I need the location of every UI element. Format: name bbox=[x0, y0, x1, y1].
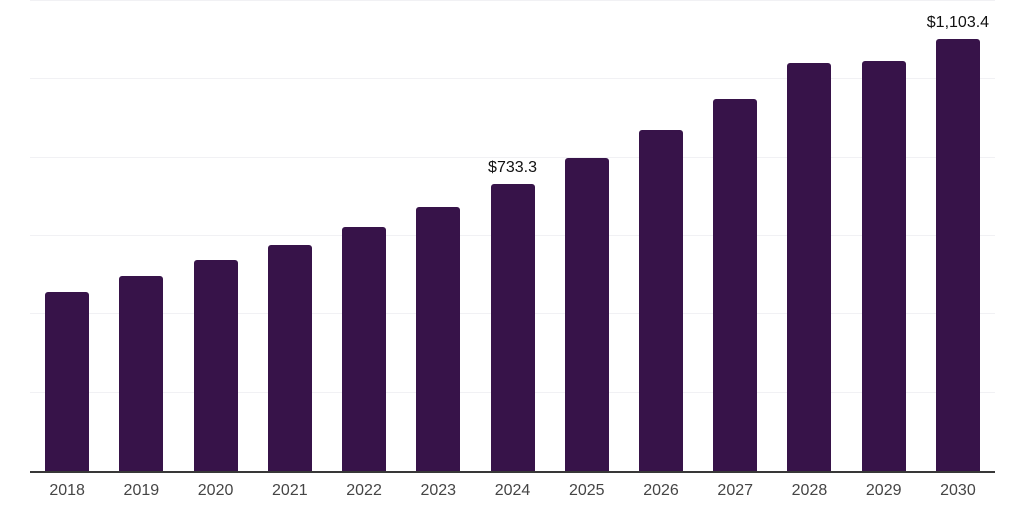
bar-value-label-2030: $1,103.4 bbox=[926, 13, 990, 31]
x-tick-2024: 2024 bbox=[494, 482, 531, 499]
x-tick-2025: 2025 bbox=[568, 482, 605, 499]
x-tick-2021: 2021 bbox=[272, 482, 308, 499]
bar-value-label-2024: $733.3 bbox=[488, 158, 537, 176]
bar-2021 bbox=[267, 244, 312, 471]
bar-column-2026 bbox=[624, 0, 698, 471]
bar-column-2019 bbox=[104, 0, 178, 471]
x-tick-2029: 2029 bbox=[865, 482, 902, 499]
bar-2023 bbox=[416, 206, 461, 471]
bar-2029 bbox=[861, 60, 906, 471]
bar-2024 bbox=[490, 183, 535, 471]
x-tick-2019: 2019 bbox=[123, 482, 160, 499]
gridline bbox=[30, 78, 995, 80]
bar-column-2018 bbox=[30, 0, 104, 471]
bar-2030 bbox=[935, 38, 980, 471]
x-tick-2018: 2018 bbox=[49, 482, 85, 499]
x-tick-2028: 2028 bbox=[791, 482, 828, 499]
bar-column-2027 bbox=[698, 0, 772, 471]
x-tick-2023: 2023 bbox=[420, 482, 457, 499]
bar-column-2030: $1,103.4 bbox=[921, 0, 995, 471]
x-tick-2030: 2030 bbox=[940, 482, 976, 499]
gridline bbox=[30, 156, 995, 158]
bars-row: $733.3 $1,103.4 bbox=[30, 0, 995, 471]
x-axis-labels: 2018 2019 2020 2021 2022 2023 2024 2025 2026 2027… bbox=[30, 482, 995, 500]
bar-column-2024: $733.3 bbox=[475, 0, 549, 471]
bar-2027 bbox=[713, 99, 758, 471]
bar-2025 bbox=[564, 157, 609, 471]
bar-2022 bbox=[342, 226, 387, 471]
bar-2026 bbox=[638, 130, 683, 471]
bar-2020 bbox=[193, 259, 238, 471]
bar-column-2029 bbox=[847, 0, 921, 471]
bar-column-2025 bbox=[550, 0, 624, 471]
bar-column-2022 bbox=[327, 0, 401, 471]
bar-2018 bbox=[45, 291, 90, 471]
bar-column-2020 bbox=[178, 0, 252, 471]
bar-column-2023 bbox=[401, 0, 475, 471]
bar-2019 bbox=[119, 276, 164, 471]
x-tick-2027: 2027 bbox=[717, 482, 754, 499]
bar-2028 bbox=[787, 62, 832, 471]
plot-area: $733.3 $1,103.4 bbox=[30, 0, 995, 473]
x-tick-2022: 2022 bbox=[346, 482, 382, 499]
x-tick-2026: 2026 bbox=[643, 482, 679, 499]
bar-column-2021 bbox=[253, 0, 327, 471]
x-tick-2020: 2020 bbox=[197, 482, 234, 499]
bar-column-2028 bbox=[772, 0, 846, 471]
gridline bbox=[30, 0, 995, 1]
